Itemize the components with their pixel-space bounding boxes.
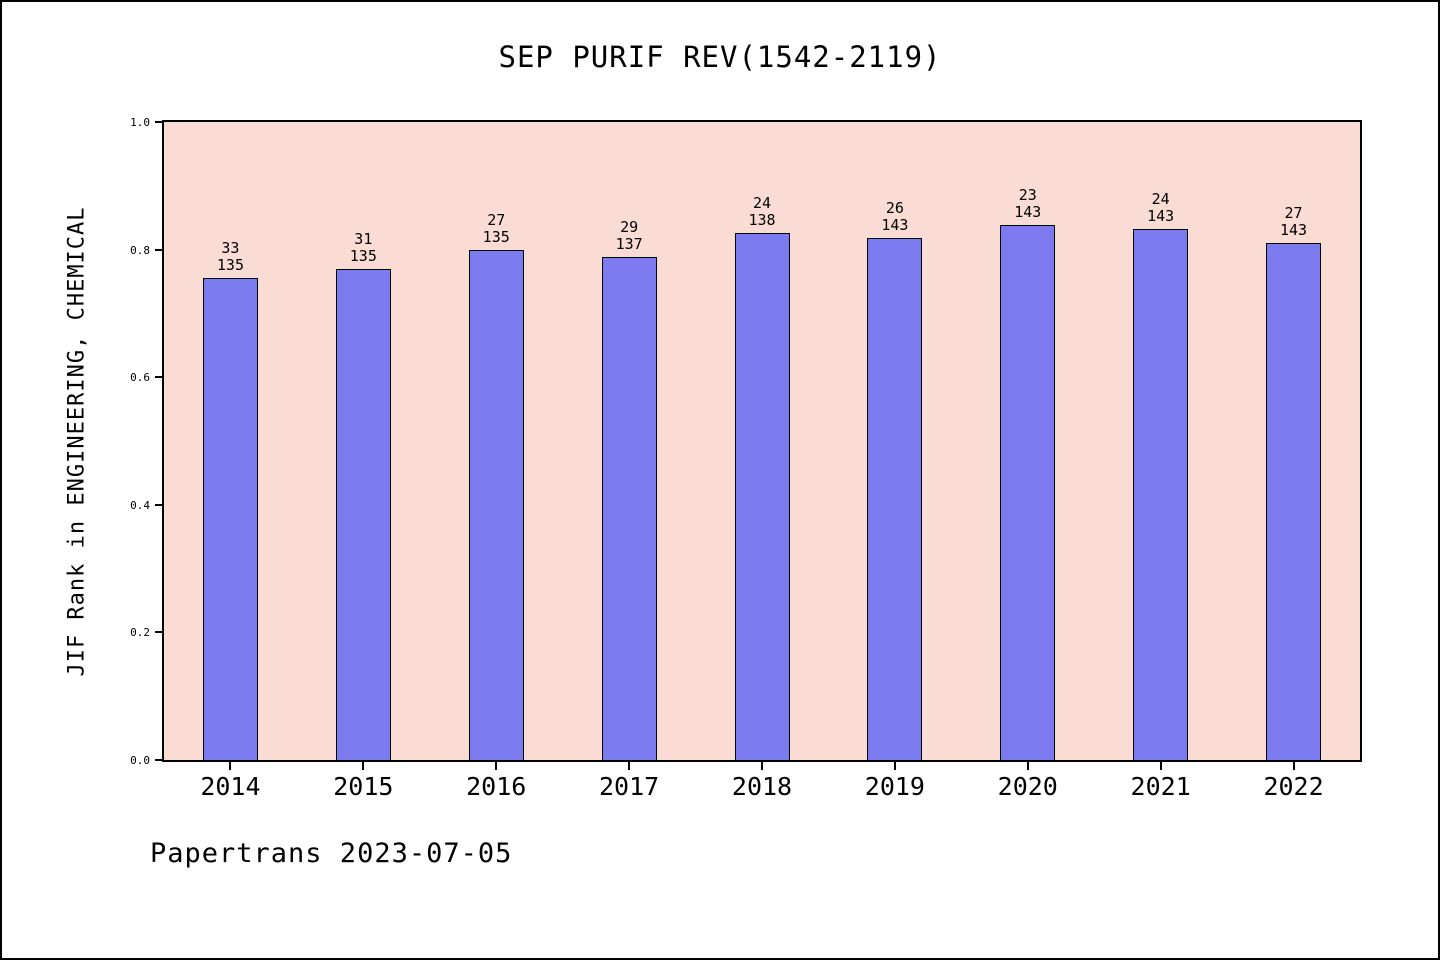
- x-tick-label: 2021: [1130, 772, 1191, 801]
- bar: [1000, 224, 1056, 760]
- x-tick-mark: [761, 762, 763, 770]
- bar-value-label: 31 135: [349, 229, 377, 265]
- y-tick-mark: [155, 121, 162, 123]
- bar: [601, 257, 657, 760]
- bar-value-label: 24 143: [1147, 190, 1175, 226]
- y-tick-mark: [155, 631, 162, 634]
- x-tick-label: 2020: [997, 772, 1058, 801]
- y-tick-label: 0.4: [130, 498, 150, 512]
- x-tick-label: 2018: [731, 772, 793, 801]
- y-tick-mark: [155, 248, 162, 251]
- plot-area: 33 135 2014 31 135 2015 27 135 2016 29 137 2017…: [130, 116, 1362, 801]
- x-tick-mark: [1026, 762, 1029, 770]
- y-tick-mark: [155, 503, 162, 506]
- x-tick-mark: [362, 762, 365, 770]
- y-tick-mark: [155, 376, 162, 379]
- x-tick-label: 2017: [599, 772, 660, 801]
- bar: [1133, 229, 1189, 760]
- bar-value-label: 23 143: [1014, 185, 1042, 221]
- footer-watermark: Papertrans 2023-07-05: [150, 838, 513, 869]
- y-axis-label: JIF Rank in ENGINEERING, CHEMICAL: [64, 205, 90, 677]
- bar-value-label: 27 143: [1280, 203, 1308, 239]
- x-tick-mark: [1292, 762, 1295, 770]
- bar: [867, 238, 923, 760]
- bar: [468, 249, 524, 760]
- bar-value-label: 24 138: [748, 194, 776, 230]
- y-tick-label: 1.0: [130, 116, 150, 129]
- x-tick-mark: [495, 762, 498, 770]
- bar: [202, 277, 258, 760]
- bar-value-label: 29 137: [615, 218, 643, 254]
- x-tick-mark: [893, 762, 896, 770]
- y-tick-label: 0.8: [130, 243, 150, 257]
- x-tick-label: 2019: [864, 772, 925, 801]
- y-tick-mark: [155, 759, 162, 761]
- bar: [335, 268, 391, 760]
- y-tick-label: 0.2: [130, 626, 150, 640]
- chart-title: SEP PURIF REV(1542-2119): [498, 40, 942, 74]
- x-tick-mark: [1159, 762, 1162, 770]
- x-tick-mark: [628, 762, 631, 770]
- x-tick-label: 2015: [333, 772, 394, 801]
- x-tick-label: 2016: [466, 772, 527, 801]
- bar: [1266, 242, 1322, 760]
- bar: [734, 233, 790, 760]
- x-tick-label: 2022: [1263, 772, 1324, 801]
- y-tick-label: 0.0: [130, 754, 150, 767]
- x-tick-label: 2014: [200, 772, 261, 801]
- bar-value-label: 33 135: [216, 238, 244, 274]
- bar-value-label: 27 135: [482, 210, 510, 246]
- bar-value-label: 26 143: [881, 199, 909, 235]
- y-tick-label: 0.6: [130, 371, 150, 385]
- x-tick-mark: [229, 762, 232, 770]
